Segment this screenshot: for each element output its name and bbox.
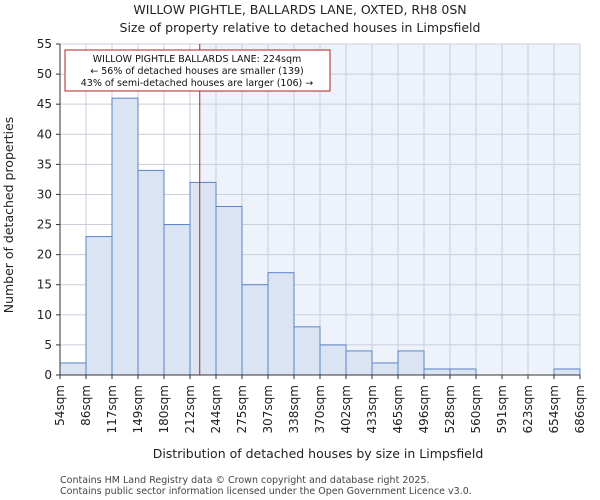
x-tick-label: 370sqm	[313, 385, 327, 433]
y-tick-label: 0	[44, 368, 52, 382]
y-tick-label: 55	[37, 37, 52, 51]
x-tick-labels: 54sqm 86sqm 117sqm 149sqm 180sqm 212sqm 244sqm…	[53, 385, 587, 433]
bar-338sqm	[293, 326, 321, 376]
y-tick-label: 50	[37, 67, 52, 81]
x-tick-label: 623sqm	[521, 385, 535, 433]
x-tick-label: 212sqm	[183, 385, 197, 433]
annotation-larger: 43% of semi-detached houses are larger (…	[81, 78, 314, 89]
y-tick-label: 40	[37, 127, 52, 141]
bar-54sqm	[59, 362, 87, 376]
x-tick-label: 180sqm	[157, 385, 171, 433]
x-tick-label: 528sqm	[443, 385, 457, 433]
y-tick-label: 5	[44, 338, 52, 352]
x-axis-label: Distribution of detached houses by size …	[153, 446, 484, 461]
bar-465sqm	[397, 350, 425, 376]
bar-86sqm	[85, 236, 113, 376]
y-axis-label: Number of detached properties	[1, 117, 16, 314]
x-tick-label: 433sqm	[365, 385, 379, 433]
x-tick-label: 307sqm	[261, 385, 275, 433]
x-tick-label: 591sqm	[495, 385, 509, 433]
bar-528sqm	[449, 368, 477, 376]
y-tick-label: 25	[37, 218, 52, 232]
footer-line-1: Contains HM Land Registry data © Crown c…	[60, 475, 430, 486]
y-tick-label: 35	[37, 157, 52, 171]
bar-117sqm	[111, 97, 139, 376]
x-tick-label: 117sqm	[105, 385, 119, 433]
chart-subtitle: Size of property relative to detached ho…	[120, 20, 481, 35]
annotation-title: WILLOW PIGHTLE BALLARDS LANE: 224sqm	[93, 54, 301, 65]
bar-212sqm	[189, 181, 217, 376]
x-tick-label: 496sqm	[417, 385, 431, 433]
bar-244sqm	[215, 205, 243, 376]
x-tick-label: 686sqm	[573, 385, 587, 433]
bar-654sqm	[553, 368, 581, 376]
footer-line-2: Contains public sector information licen…	[60, 486, 472, 497]
bar-275sqm	[241, 284, 269, 376]
bar-149sqm	[137, 169, 165, 376]
y-tick-label: 45	[37, 97, 52, 111]
annotation-box	[64, 49, 331, 92]
y-tick-label: 30	[37, 187, 52, 201]
bar-433sqm	[371, 362, 399, 376]
x-tick-label: 560sqm	[469, 385, 483, 433]
bar-180sqm	[163, 224, 191, 376]
y-tick-label: 10	[37, 308, 52, 322]
y-tick-label: 20	[37, 248, 52, 262]
x-tick-label: 338sqm	[287, 385, 301, 433]
bar-402sqm	[345, 350, 373, 376]
y-tick-label: 15	[37, 278, 52, 292]
bar-496sqm	[423, 368, 451, 376]
bars	[59, 97, 581, 376]
x-tick-label: 54sqm	[53, 385, 67, 426]
chart-title: WILLOW PIGHTLE, BALLARDS LANE, OXTED, RH…	[133, 2, 466, 17]
x-tick-label: 275sqm	[235, 385, 249, 433]
x-tick-label: 654sqm	[547, 385, 561, 433]
x-tick-label: 402sqm	[339, 385, 353, 433]
x-tick-label: 465sqm	[391, 385, 405, 433]
x-tick-label: 149sqm	[131, 385, 145, 433]
annotation-smaller: ← 56% of detached houses are smaller (13…	[90, 66, 303, 77]
property-annotation: WILLOW PIGHTLE BALLARDS LANE: 224sqm ← 5…	[64, 49, 331, 92]
x-tick-label: 244sqm	[209, 385, 223, 433]
y-tick-labels: 0 5 10 15 20 25 30 35 40 45 50 55	[37, 37, 52, 382]
axes	[56, 43, 581, 379]
bar-307sqm	[267, 272, 295, 376]
bar-370sqm	[319, 344, 347, 376]
x-tick-label: 86sqm	[79, 385, 93, 426]
